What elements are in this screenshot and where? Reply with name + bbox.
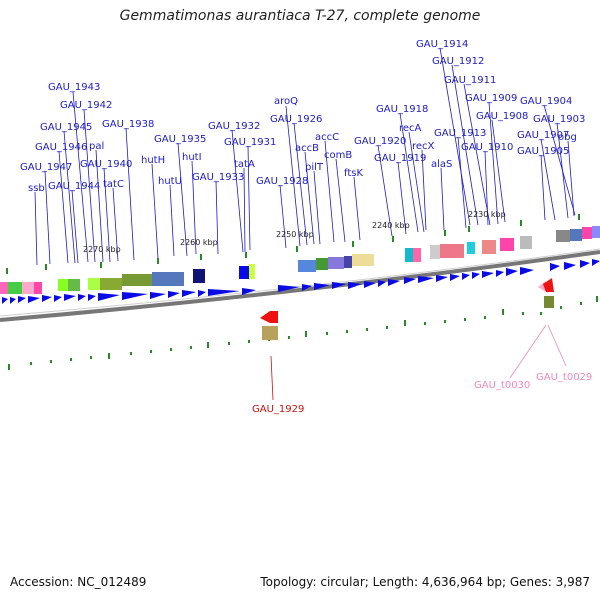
kbp-label-2240: 2240 kbp [372,221,410,230]
label-leader-lines [34,47,576,266]
gene-label[interactable]: GAU_1912 [432,56,484,67]
gene-label[interactable]: GAU_1935 [154,134,206,145]
trna-label[interactable]: GAU_t0030 [474,380,530,391]
gene-label[interactable]: GAU_1904 [520,96,572,107]
gene-label[interactable]: accC [315,132,339,143]
gene-label[interactable]: ftsK [344,168,363,179]
gene-label[interactable]: obg [558,132,577,143]
gene-label[interactable]: GAU_1940 [80,159,132,170]
gene-label[interactable]: comB [324,150,352,161]
gene-label[interactable]: GAU_1944 [48,181,100,192]
accession-text: Accession: NC_012489 [10,575,147,589]
gene-label[interactable]: GAU_1947 [20,162,72,173]
genome-summary: Topology: circular; Length: 4,636,964 bp… [260,575,590,589]
kbp-label-2250: 2250 kbp [276,230,314,239]
gene-label[interactable]: accB [295,143,319,154]
kbp-label-2260: 2260 kbp [180,238,218,247]
gene-label[interactable]: GAU_1933 [192,172,244,183]
kbp-label-2270: 2270 kbp [83,245,121,254]
gene-label-red[interactable]: GAU_1929 [252,404,304,415]
gene-label[interactable]: GAU_1914 [416,39,468,50]
gene-label[interactable]: GAU_1909 [465,93,517,104]
gene-label[interactable]: GAU_1913 [434,128,486,139]
gene-label[interactable]: GAU_1910 [461,142,513,153]
gene-label[interactable]: GAU_1931 [224,137,276,148]
gene-label[interactable]: GAU_1928 [256,176,308,187]
gene-label[interactable]: pilT [305,162,324,173]
gene-labels: GAU_1914 GAU_1912 GAU_1943 GAU_1911 GAU_… [20,39,585,194]
gene-label[interactable]: hutH [141,155,165,166]
gene-label[interactable]: hutI [182,152,202,163]
reverse-gene-gau-1929[interactable]: GAU_1929 [252,311,304,415]
gene-label[interactable]: aroQ [274,96,298,107]
gene-label[interactable]: GAU_1932 [208,121,260,132]
gene-label[interactable]: recA [399,123,422,134]
gene-label[interactable]: tatA [234,159,255,170]
lower-track-marks [8,296,598,370]
gene-label[interactable]: GAU_1908 [476,111,528,122]
feature-boxes [0,226,600,294]
trna-features[interactable]: GAU_t0030 GAU_t0029 [474,278,592,391]
kbp-label-2230: 2230 kbp [468,210,506,219]
gene-label[interactable]: ssb [28,183,45,194]
gene-label[interactable]: hutU [158,176,182,187]
gene-label[interactable]: GAU_1938 [102,119,154,130]
gene-label[interactable]: GAU_1919 [374,153,426,164]
gene-label[interactable]: GAU_1945 [40,122,92,133]
gene-label[interactable]: tatC [103,179,124,190]
map-title: Gemmatimonas aurantiaca T-27, complete g… [119,8,481,24]
gene-label[interactable]: pal [89,141,104,152]
gene-label[interactable]: GAU_1918 [376,104,428,115]
gene-label[interactable]: GAU_1946 [35,142,87,153]
trna-label[interactable]: GAU_t0029 [536,372,592,383]
gene-label[interactable]: GAU_1943 [48,82,100,93]
forward-gene-arrows [2,259,600,304]
gene-label[interactable]: alaS [431,159,452,170]
gene-label[interactable]: GAU_1926 [270,114,322,125]
gene-label[interactable]: recX [412,141,435,152]
gene-label[interactable]: GAU_1920 [354,136,406,147]
genome-backbone [0,250,600,322]
gene-label[interactable]: GAU_1907 [517,130,569,141]
gene-label[interactable]: GAU_1942 [60,100,112,111]
gene-label[interactable]: GAU_1911 [444,75,496,86]
gene-label[interactable]: GAU_1903 [533,114,585,125]
upper-tick-marks [6,214,580,274]
gene-label[interactable]: GAU_1905 [517,146,569,157]
